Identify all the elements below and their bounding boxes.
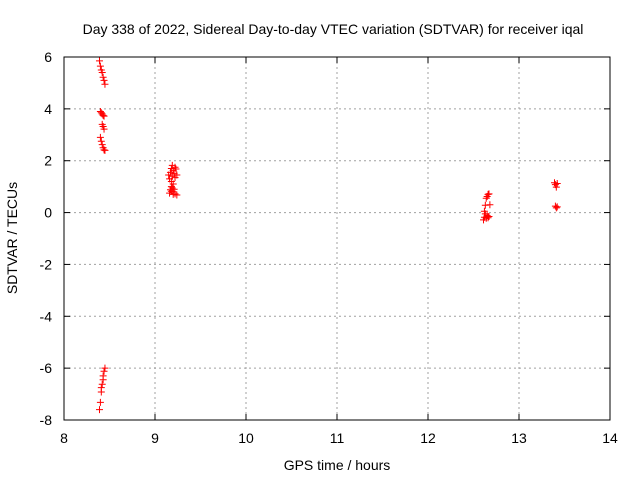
data-point xyxy=(101,146,109,154)
data-point xyxy=(173,171,181,179)
y-tick-label: 6 xyxy=(44,49,52,65)
data-point xyxy=(553,180,561,188)
data-point xyxy=(168,184,176,192)
y-tick-label: -8 xyxy=(40,412,53,428)
data-point xyxy=(96,398,104,406)
data-point xyxy=(552,183,560,191)
y-axis-title: SDTVAR / TECUs xyxy=(4,182,20,294)
chart-title: Day 338 of 2022, Sidereal Day-to-day VTE… xyxy=(83,21,584,37)
x-tick-label: 14 xyxy=(602,430,618,446)
y-tick-label: -2 xyxy=(40,256,53,272)
data-point xyxy=(99,111,107,119)
data-point xyxy=(166,189,174,197)
data-point xyxy=(167,183,175,191)
y-tick-label: -4 xyxy=(40,308,53,324)
data-point xyxy=(485,190,493,198)
data-point xyxy=(552,204,560,212)
x-tick-label: 13 xyxy=(511,430,527,446)
x-tick-label: 11 xyxy=(330,430,345,446)
data-point xyxy=(169,190,177,198)
grid-lines xyxy=(64,57,610,420)
data-point xyxy=(481,201,489,209)
data-point xyxy=(100,146,108,154)
data-point xyxy=(173,191,181,199)
data-point xyxy=(480,207,488,215)
y-tick-label: 0 xyxy=(44,205,52,221)
data-point xyxy=(96,62,104,70)
data-point xyxy=(172,165,180,173)
data-point xyxy=(98,380,106,388)
data-point xyxy=(101,80,109,88)
y-tick-label: 2 xyxy=(44,153,52,169)
data-point xyxy=(482,194,490,202)
data-point xyxy=(97,137,105,145)
data-point xyxy=(95,57,103,65)
x-tick-label: 12 xyxy=(420,430,436,446)
x-axis-title: GPS time / hours xyxy=(284,457,391,473)
data-point xyxy=(100,112,108,120)
data-point xyxy=(101,364,109,372)
data-point xyxy=(551,202,559,210)
x-tick-label: 9 xyxy=(151,430,159,446)
data-point xyxy=(98,141,106,149)
axis-tick-labels: 8 9 10 11 12 13 14 -8 -6 -4 -2 0 2 4 6 xyxy=(40,49,618,446)
data-point xyxy=(100,367,108,375)
data-point xyxy=(96,133,104,141)
y-tick-label: 4 xyxy=(44,101,52,117)
data-point xyxy=(98,69,106,77)
data-point xyxy=(485,212,493,220)
data-point xyxy=(99,376,107,384)
y-tick-label: -6 xyxy=(40,360,53,376)
data-point xyxy=(100,125,108,133)
x-tick-label: 10 xyxy=(238,430,254,446)
data-point xyxy=(171,163,179,171)
data-points xyxy=(95,57,561,414)
data-point xyxy=(484,214,492,222)
data-point xyxy=(95,406,103,414)
data-point xyxy=(484,190,492,198)
data-point xyxy=(97,388,105,396)
plot-frame xyxy=(63,56,611,421)
data-point xyxy=(553,203,561,211)
data-point xyxy=(171,190,179,198)
data-point xyxy=(99,73,107,81)
x-tick-label: 8 xyxy=(60,430,68,446)
data-point xyxy=(100,76,108,84)
data-point xyxy=(486,201,494,209)
